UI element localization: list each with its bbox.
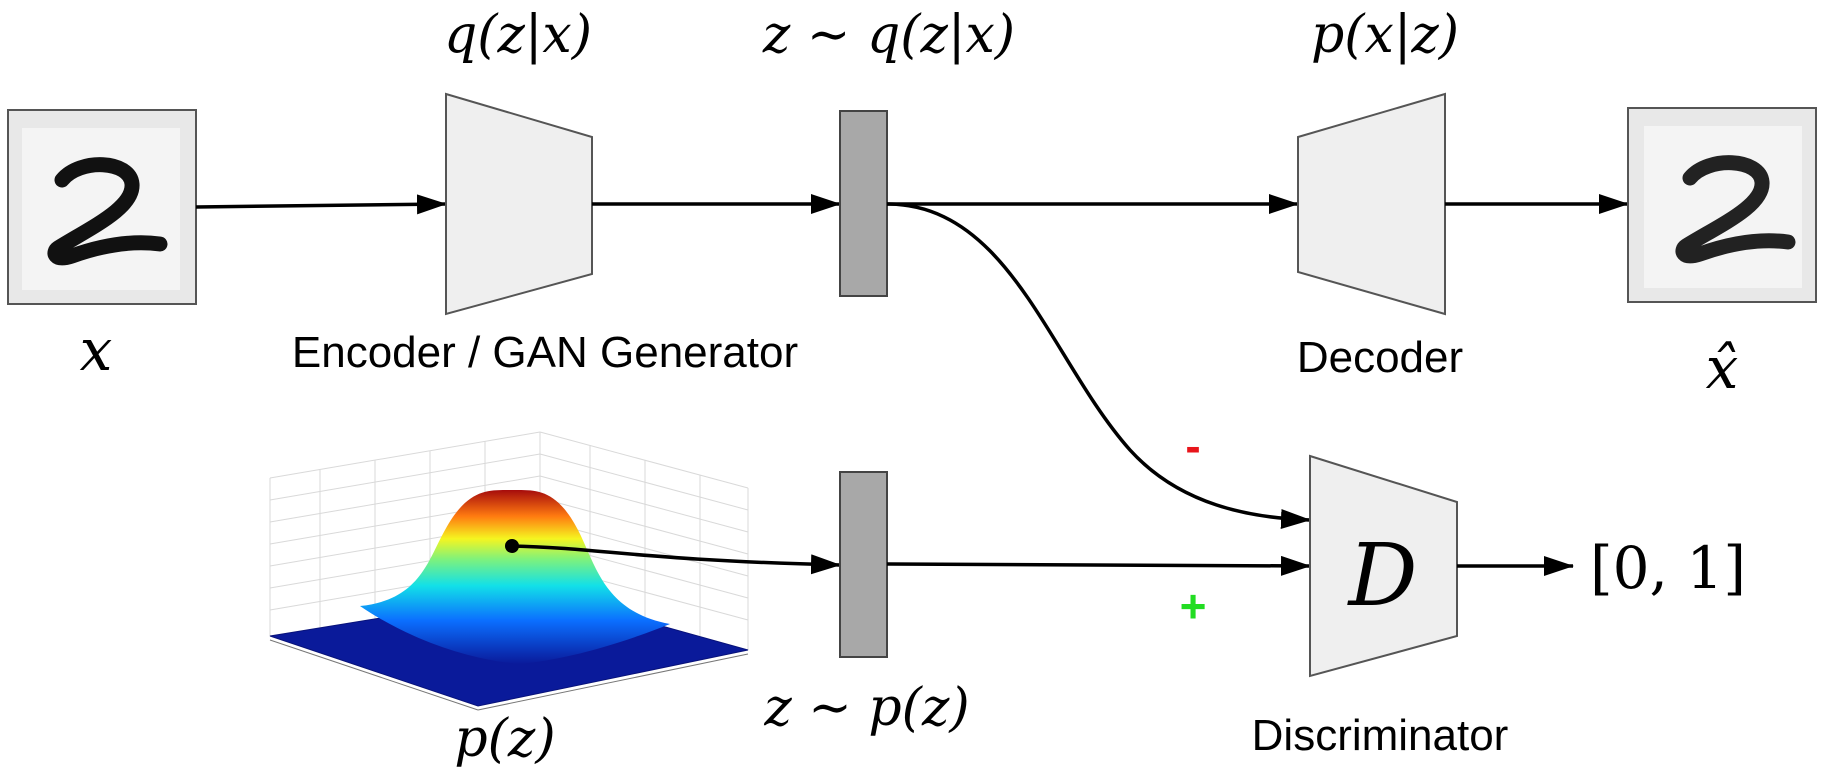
discriminator-symbol: D: [1347, 526, 1418, 626]
prior-sample-label: z ∼ p(z): [763, 678, 969, 738]
arrow-posterior-to-discriminator: [886, 202, 1311, 530]
decoder-block: [1297, 92, 1446, 316]
decoder-dist-label: p(x|z): [1311, 5, 1459, 65]
input-image: [7, 109, 197, 305]
latent-code-posterior: [839, 110, 888, 297]
positive-sign: +: [1180, 580, 1207, 632]
encoder-block: [445, 92, 593, 316]
encoder-label: Encoder / GAN Generator: [292, 328, 798, 377]
prior-label: p(z): [454, 709, 555, 769]
arrow-prior-latent-to-discriminator: [886, 555, 1311, 576]
discriminator-block: [1309, 454, 1458, 678]
decoder-label: Decoder: [1297, 333, 1463, 382]
prior-distribution-plot: [269, 431, 749, 711]
reconstruction-label: x̂: [1706, 334, 1739, 402]
latent-sample-label: z ∼ q(z|x): [762, 5, 1015, 65]
negative-sign: -: [1185, 420, 1200, 472]
digit-two-input: [47, 157, 168, 266]
discriminator-output-label: [0, 1]: [1590, 534, 1746, 602]
prior-gaussian-surface: [360, 489, 670, 664]
encoder-dist-label: q(z|x): [444, 5, 592, 65]
arrow-input-to-encoder: [195, 194, 447, 215]
input-label: x: [80, 316, 113, 384]
reconstructed-image: [1627, 107, 1817, 303]
latent-code-prior: [839, 471, 888, 658]
arrow-prior-to-latent: [511, 544, 841, 575]
discriminator-label: Discriminator: [1252, 711, 1509, 760]
digit-two-output: [1675, 155, 1796, 264]
